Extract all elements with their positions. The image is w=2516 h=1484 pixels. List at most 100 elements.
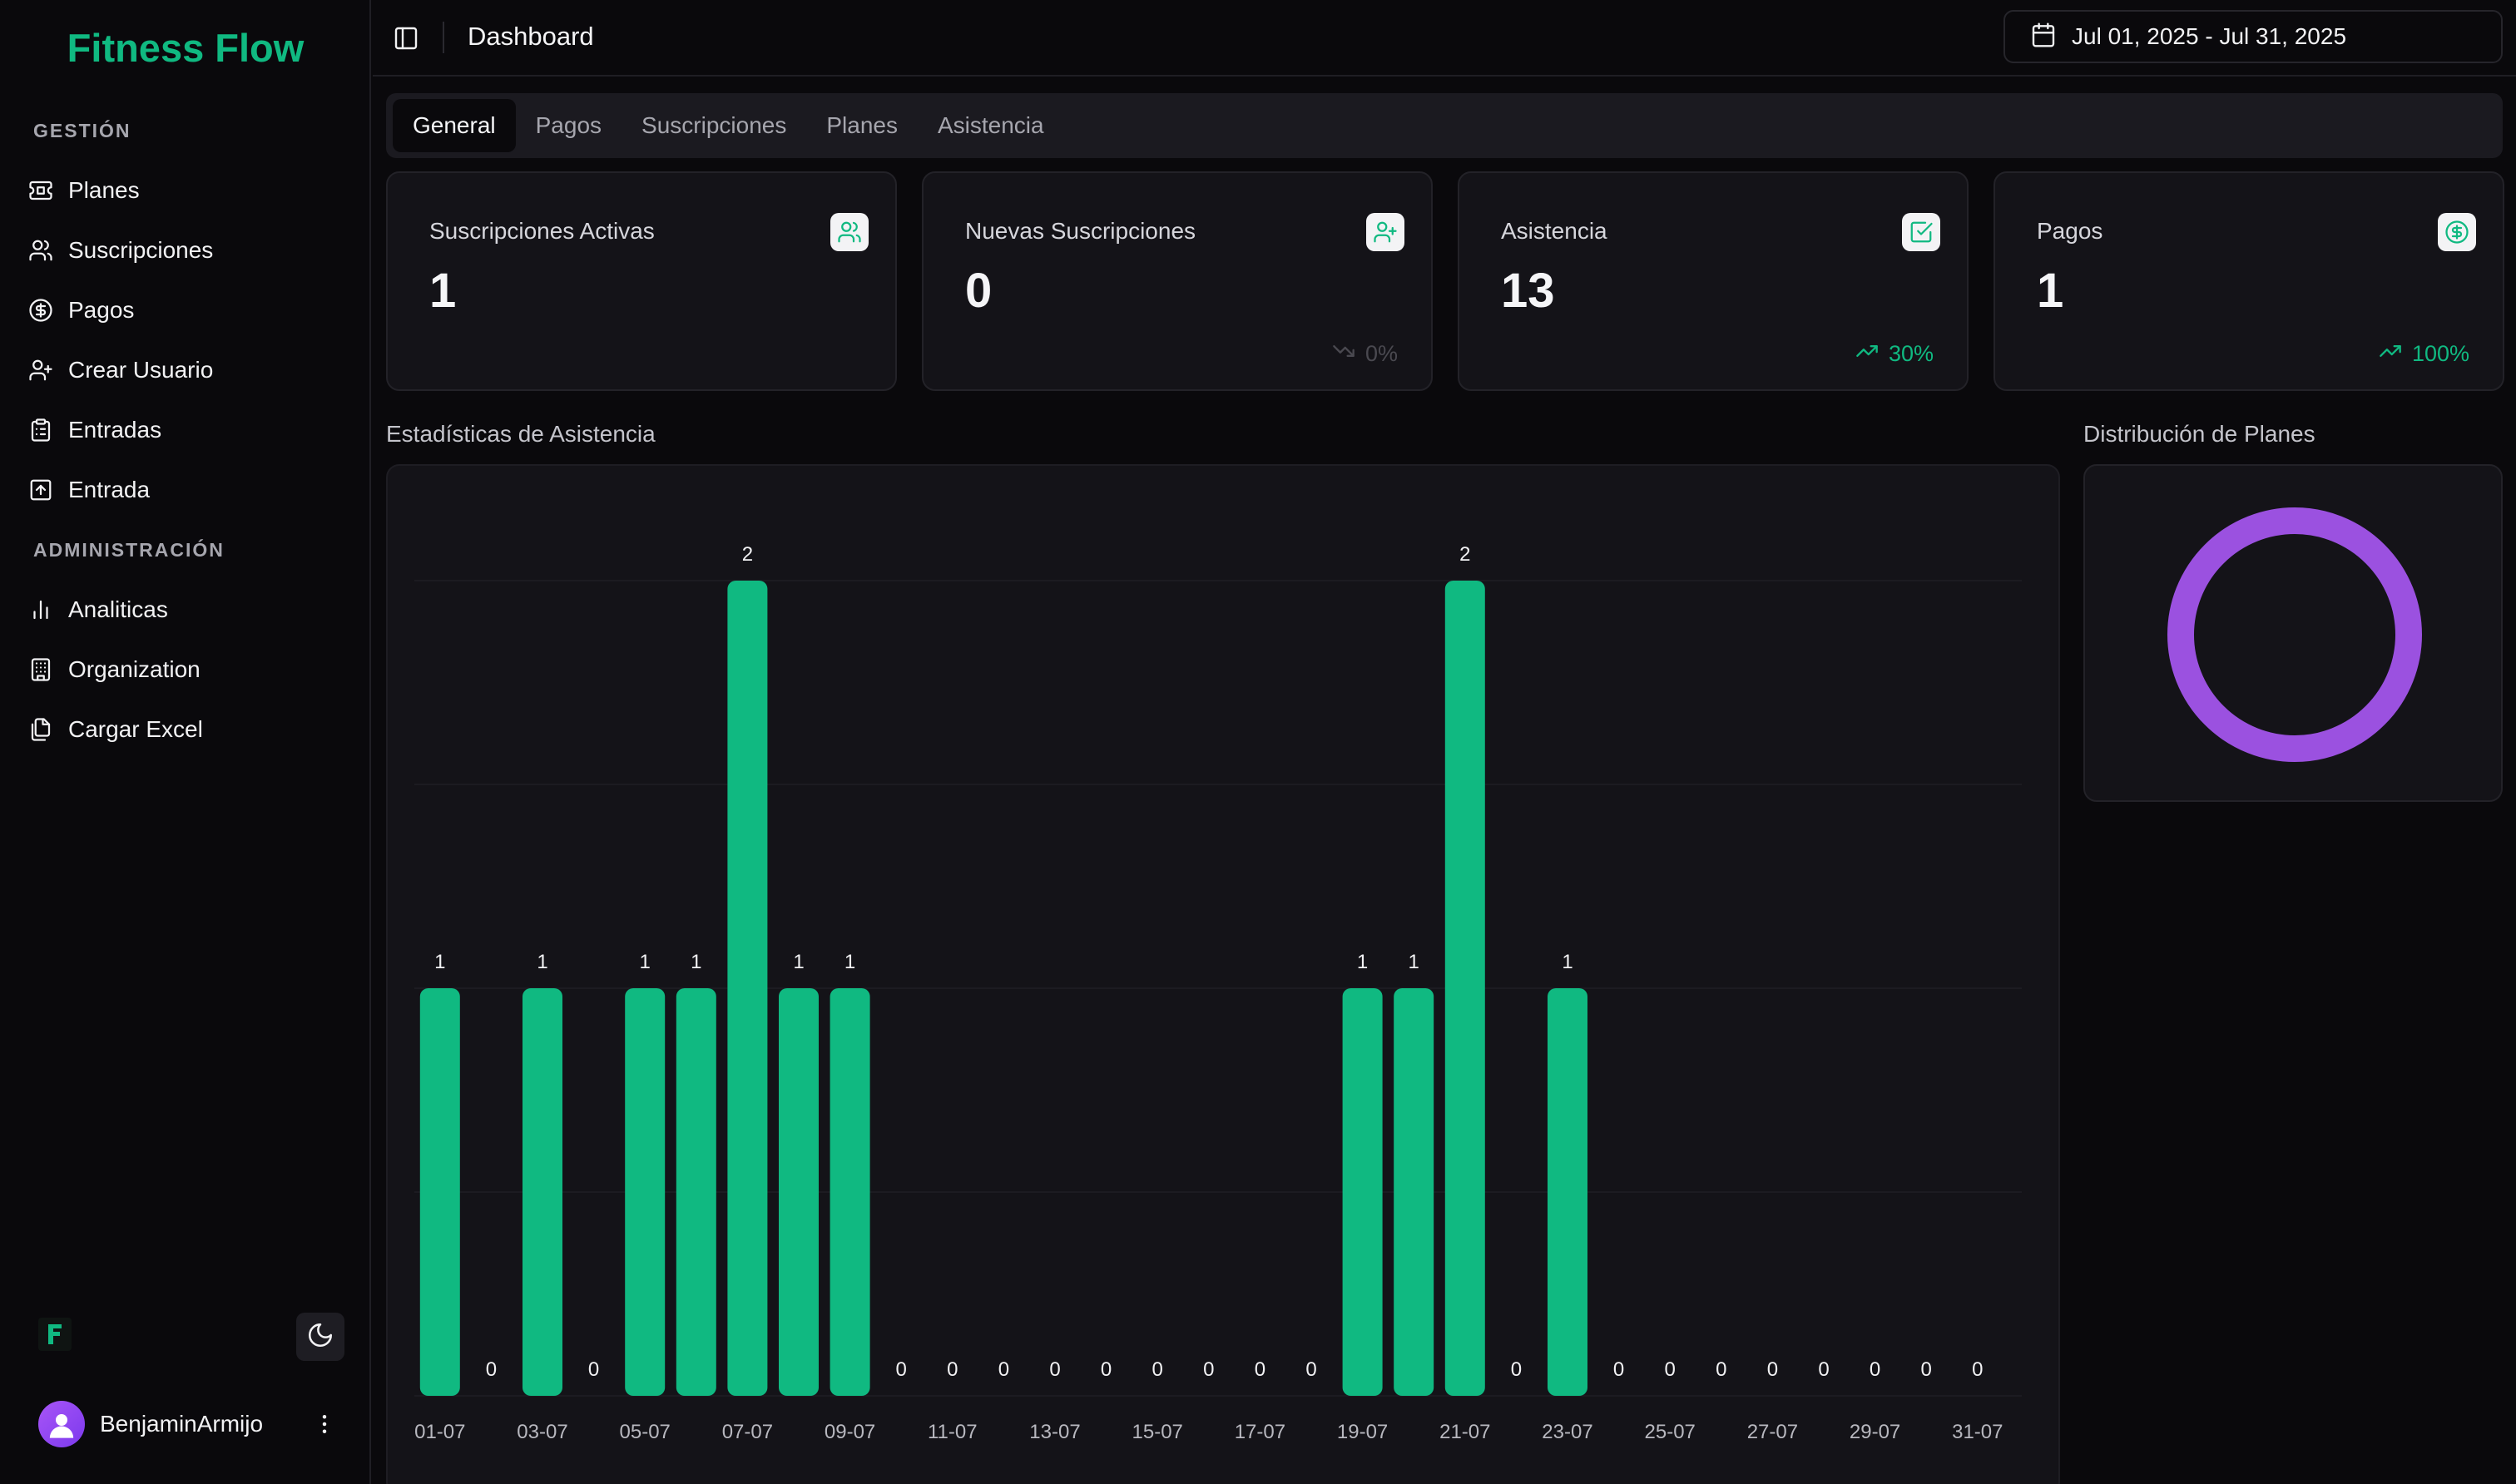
- bar-07-07[interactable]: [727, 581, 768, 1396]
- sidebar-item-label: Entrada: [68, 477, 151, 502]
- x-tick-label: 27-07: [1747, 1421, 1798, 1443]
- sidebar-item-analiticas[interactable]: Analiticas: [18, 585, 351, 635]
- kpi-trend-value: 0%: [1364, 341, 1398, 366]
- dollar-circle-icon: [27, 296, 55, 324]
- data-label: 1: [1409, 951, 1419, 973]
- bar-20-07[interactable]: [1394, 988, 1434, 1396]
- sidebar-item-label: Entradas: [68, 417, 162, 443]
- sidebar-toggle-icon[interactable]: [389, 22, 423, 55]
- theme-toggle-button[interactable]: [296, 1313, 344, 1361]
- x-tick-label: 09-07: [825, 1421, 875, 1443]
- bar-03-07[interactable]: [523, 988, 562, 1396]
- user-name: BenjaminArmijo: [100, 1411, 264, 1437]
- kpi-title: Asistencia: [1501, 218, 1607, 244]
- tab-planes[interactable]: Planes: [826, 112, 898, 138]
- kpi-trend-value: 100%: [2411, 341, 2469, 366]
- tab-suscripciones[interactable]: Suscripciones: [641, 112, 787, 138]
- data-label: 0: [1818, 1358, 1829, 1381]
- header-divider: [443, 22, 444, 53]
- bar-23-07[interactable]: [1548, 988, 1587, 1396]
- data-label: 2: [1459, 543, 1470, 566]
- section-label-gestion: GESTIÓN: [33, 120, 131, 141]
- user-menu[interactable]: BenjaminArmijo: [38, 1397, 343, 1451]
- user-plus-icon: [27, 356, 55, 384]
- building-icon: [27, 655, 55, 684]
- data-label: 1: [640, 951, 651, 973]
- sidebar-item-planes[interactable]: Planes: [18, 166, 351, 215]
- data-label: 0: [486, 1358, 497, 1381]
- app-logo: [38, 1318, 72, 1351]
- kpi-trend: 0%: [1332, 339, 1398, 369]
- more-vertical-icon[interactable]: [306, 1406, 343, 1442]
- data-label: 1: [537, 951, 547, 973]
- data-label: 0: [998, 1358, 1009, 1381]
- x-tick-label: 23-07: [1542, 1421, 1592, 1443]
- sidebar-item-label: Crear Usuario: [68, 357, 214, 383]
- plans-distribution-panel: [2083, 464, 2503, 802]
- data-label: 1: [793, 951, 804, 973]
- top-header: Dashboard Jul 01, 2025 - Jul 31, 2025: [373, 0, 2516, 77]
- avatar: [38, 1401, 85, 1447]
- page-title: Dashboard: [468, 22, 594, 51]
- bar-21-07[interactable]: [1444, 581, 1485, 1396]
- x-tick-label: 15-07: [1132, 1421, 1183, 1443]
- kpi-card-asistencia: Asistencia 13 30%: [1458, 171, 1969, 391]
- sidebar-item-label: Pagos: [68, 297, 135, 323]
- kpi-value: 1: [2037, 264, 2064, 318]
- kpi-trend: 30%: [1855, 339, 1934, 369]
- kpi-card-pagos: Pagos 1 100%: [1993, 171, 2504, 391]
- x-tick-label: 05-07: [620, 1421, 671, 1443]
- bar-chart-icon: [27, 596, 55, 624]
- sidebar-item-label: Organization: [68, 656, 201, 682]
- attendance-bar-chart: 1 0 1 0 1 1 2 1 1 0 0 0 0 0 0 0 0 0 1 1 2 0 1 0 0 0 0 0 0 0 0 01-07 03-0…: [414, 543, 2022, 1443]
- sidebar-item-organization[interactable]: Organization: [18, 645, 351, 695]
- dashboard-tabs: General Pagos Suscripciones Planes Asist…: [386, 93, 2503, 158]
- brand-title: Fitness Flow: [67, 26, 305, 70]
- sidebar-item-label: Planes: [68, 177, 140, 203]
- x-tick-label: 31-07: [1952, 1421, 2003, 1443]
- data-label: 0: [1716, 1358, 1726, 1381]
- x-tick-label: 17-07: [1235, 1421, 1285, 1443]
- data-label: 0: [1203, 1358, 1214, 1381]
- bar-19-07[interactable]: [1342, 988, 1383, 1396]
- data-label: 1: [844, 951, 855, 973]
- x-tick-label: 11-07: [928, 1421, 978, 1443]
- sidebar-item-entrada[interactable]: Entrada: [18, 465, 351, 515]
- kpi-card-suscripciones-activas: Suscripciones Activas 1: [386, 171, 897, 391]
- sidebar-item-cargar-excel[interactable]: Cargar Excel: [18, 705, 351, 754]
- attendance-chart-title: Estadísticas de Asistencia: [386, 421, 656, 447]
- plans-chart-title: Distribución de Planes: [2083, 421, 2315, 447]
- tab-asistencia[interactable]: Asistencia: [937, 112, 1044, 138]
- data-label: 0: [1511, 1358, 1522, 1381]
- sidebar-item-entradas[interactable]: Entradas: [18, 405, 351, 455]
- bar-05-07[interactable]: [625, 988, 666, 1396]
- section-label-administracion: ADMINISTRACIÓN: [33, 539, 225, 561]
- tab-general[interactable]: General: [393, 99, 516, 152]
- kpi-title: Suscripciones Activas: [429, 218, 655, 244]
- x-tick-label: 25-07: [1645, 1421, 1696, 1443]
- bar-08-07[interactable]: [779, 988, 819, 1396]
- data-label: 0: [1767, 1358, 1778, 1381]
- donut-slice[interactable]: [2167, 507, 2422, 762]
- bar-01-07[interactable]: [419, 988, 460, 1396]
- kpi-value: 0: [965, 264, 993, 318]
- plans-donut-chart: [2167, 507, 2422, 762]
- sidebar-item-crear-usuario[interactable]: Crear Usuario: [18, 345, 351, 395]
- sidebar-item-label: Suscripciones: [68, 237, 214, 263]
- tab-pagos[interactable]: Pagos: [535, 112, 602, 138]
- bar-09-07[interactable]: [830, 988, 870, 1396]
- moon-icon: [306, 1321, 334, 1353]
- data-label: 0: [1613, 1358, 1624, 1381]
- kpi-trend: 100%: [2379, 339, 2469, 369]
- sidebar-item-suscripciones[interactable]: Suscripciones: [18, 225, 351, 275]
- users-icon: [27, 236, 55, 265]
- date-range-picker[interactable]: Jul 01, 2025 - Jul 31, 2025: [2003, 10, 2503, 63]
- data-label: 0: [1049, 1358, 1060, 1381]
- data-label: 2: [742, 543, 753, 566]
- sidebar-item-pagos[interactable]: Pagos: [18, 285, 351, 335]
- x-tick-label: 03-07: [517, 1421, 567, 1443]
- bar-06-07[interactable]: [676, 988, 716, 1396]
- trending-up-icon: [2379, 339, 2412, 369]
- sidebar-item-label: Analiticas: [68, 596, 168, 622]
- data-label: 0: [1152, 1358, 1163, 1381]
